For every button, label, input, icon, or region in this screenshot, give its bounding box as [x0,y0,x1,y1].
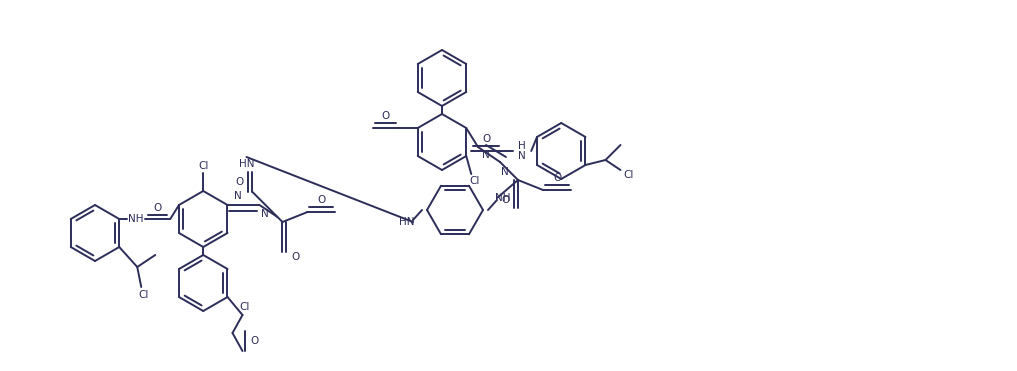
Text: O: O [553,173,561,183]
Text: N: N [260,209,268,219]
Text: N: N [234,191,241,201]
Text: O: O [250,336,258,346]
Text: O: O [154,203,162,213]
Text: Cl: Cl [138,290,148,300]
Text: H: H [519,141,526,151]
Text: O: O [381,111,390,121]
Text: Cl: Cl [239,302,250,312]
Text: Cl: Cl [198,161,208,171]
Text: NH: NH [128,214,144,224]
Text: N: N [501,167,508,177]
Text: O: O [317,195,325,205]
Text: O: O [292,252,300,262]
Text: HN: HN [239,159,254,169]
Text: O: O [235,177,244,187]
Text: O: O [482,134,490,144]
Text: N: N [482,150,490,160]
Text: Cl: Cl [623,170,634,180]
Text: NH: NH [495,193,511,203]
Text: HN: HN [400,217,415,227]
Text: Cl: Cl [469,176,479,186]
Text: N: N [519,151,526,161]
Text: O: O [501,195,510,205]
